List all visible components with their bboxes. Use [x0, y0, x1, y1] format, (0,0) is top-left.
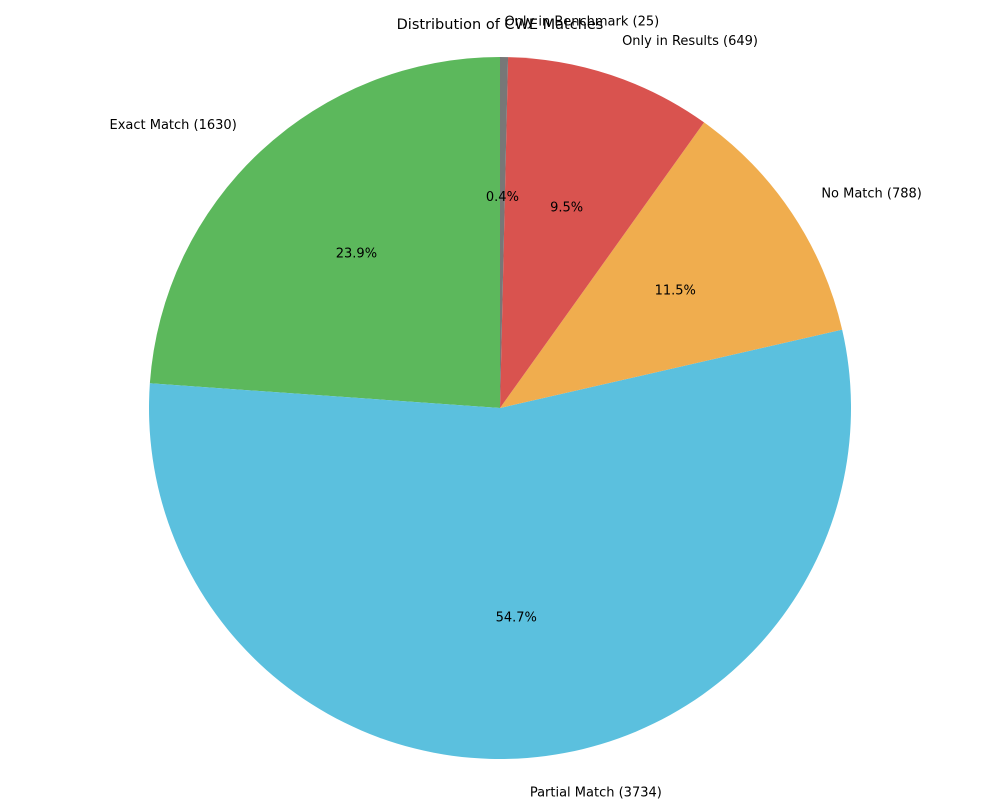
slice-category-label: Only in Benchmark (25) — [504, 14, 659, 29]
pie-slice-0 — [149, 57, 500, 408]
slice-percent-label: 9.5% — [550, 201, 583, 216]
slice-category-label: No Match (788) — [821, 186, 922, 201]
slice-percent-label: 54.7% — [496, 610, 537, 625]
chart-title: Distribution of CWE Matches — [397, 17, 604, 33]
pie-slice-2 — [500, 122, 843, 408]
pie-slices — [148, 57, 851, 760]
slice-category-label: Partial Match (3734) — [530, 785, 662, 800]
slice-percent-label: 11.5% — [655, 284, 696, 299]
pie-slice-1 — [148, 329, 851, 760]
slice-percent-label: 0.4% — [486, 190, 519, 205]
slice-category-label: Exact Match (1630) — [109, 118, 236, 133]
slice-percent-label: 23.9% — [336, 246, 377, 261]
pie-labels: Exact Match (1630) 23.9% Partial Match (37… — [109, 14, 921, 800]
pie-slice-3 — [500, 57, 705, 409]
slice-category-label: Only in Results (649) — [622, 34, 758, 49]
pie-slice-4 — [500, 57, 509, 408]
